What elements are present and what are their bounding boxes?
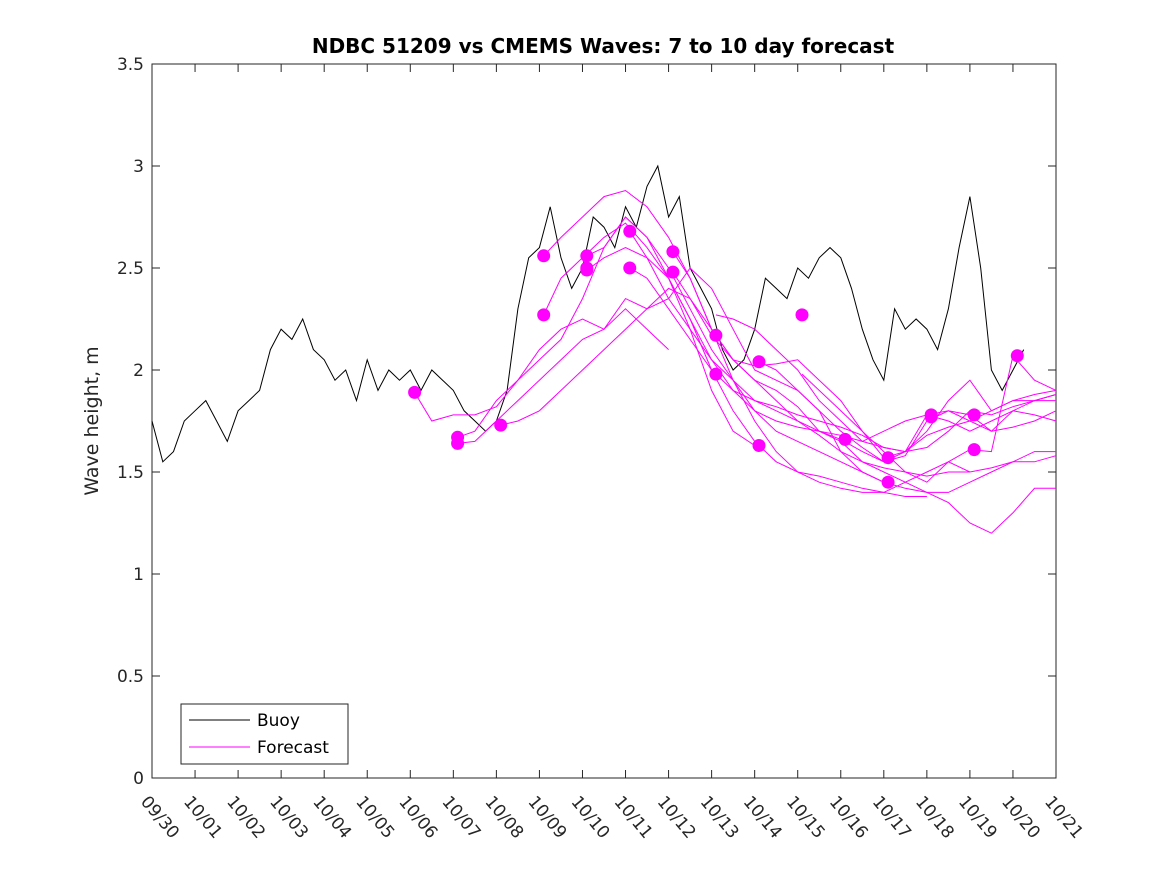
forecast-line-14 (758, 361, 1057, 463)
legend-box (180, 703, 349, 765)
forecast-marker (537, 308, 551, 322)
forecast-marker (666, 265, 680, 279)
y-tick-label: 0 (133, 769, 144, 789)
x-tick-label: 10/08 (481, 792, 528, 842)
forecast-markers (408, 224, 1024, 489)
x-tick-label: 10/02 (222, 792, 269, 842)
forecast-marker (408, 385, 422, 399)
forecast-marker (666, 245, 680, 259)
forecast-marker (967, 443, 981, 457)
y-axis-label: Wave height, m (81, 346, 103, 495)
x-tick-label: 09/30 (136, 792, 183, 842)
x-tick-label: 10/13 (696, 792, 743, 842)
chart-title: NDBC 51209 vs CMEMS Waves: 7 to 10 day f… (312, 34, 895, 58)
y-tick-label: 0.5 (117, 667, 144, 687)
forecast-marker (709, 367, 723, 381)
x-tick-label: 10/11 (610, 792, 657, 842)
forecast-line-6 (543, 222, 927, 497)
x-tick-label: 10/10 (567, 792, 614, 842)
y-tick-label: 1.5 (117, 463, 144, 483)
x-tick-label: 10/07 (438, 792, 485, 842)
y-tick-label: 2.5 (117, 259, 144, 279)
x-tick-label: 10/04 (308, 792, 355, 842)
series-layer (151, 164, 1057, 534)
x-tick-label: 10/19 (954, 792, 1001, 842)
forecast-marker (881, 475, 895, 489)
forecast-marker (709, 328, 723, 342)
forecast-marker (967, 408, 981, 422)
y-tick-label: 1 (133, 565, 144, 585)
forecast-line-10 (629, 267, 1057, 453)
x-tick-label: 10/17 (868, 792, 915, 842)
x-tick-label: 10/15 (782, 792, 829, 842)
legend: Buoy Forecast (180, 703, 349, 765)
forecast-marker (838, 432, 852, 446)
x-tick-labels: 09/3010/0110/0210/0310/0410/0510/0610/07… (136, 792, 1087, 842)
x-tick-label: 10/14 (739, 792, 786, 842)
forecast-marker (623, 261, 637, 275)
y-tick-label: 2 (133, 361, 144, 381)
forecast-marker (537, 249, 551, 263)
y-tick-labels: 0 0.5 1 1.5 2 2.5 3 3.5 (117, 55, 144, 789)
x-tick-label: 10/12 (653, 792, 700, 842)
plot-area (151, 63, 1057, 779)
x-tick-label: 10/06 (394, 792, 441, 842)
forecast-marker (924, 410, 938, 424)
forecast-marker (580, 261, 594, 275)
legend-label-forecast: Forecast (257, 738, 329, 758)
forecast-marker (1010, 349, 1024, 363)
y-tick-label: 3 (133, 157, 144, 177)
x-tick-label: 10/03 (265, 792, 312, 842)
x-tick-label: 10/05 (351, 792, 398, 842)
x-tick-label: 10/16 (825, 792, 872, 842)
forecast-marker (494, 418, 508, 432)
x-tick-label: 10/01 (179, 792, 226, 842)
axis-ticks (151, 63, 1057, 779)
x-tick-label: 10/21 (1040, 792, 1087, 842)
x-tick-label: 10/18 (911, 792, 958, 842)
forecast-line-1 (414, 308, 669, 422)
forecast-marker (752, 439, 766, 452)
buoy-line (151, 164, 1025, 463)
x-tick-label: 10/09 (524, 792, 571, 842)
forecast-line-8 (586, 247, 1056, 493)
x-tick-label: 10/20 (997, 792, 1044, 842)
forecast-marker (752, 355, 766, 369)
forecast-marker (580, 249, 594, 263)
forecast-line-4 (500, 287, 1056, 534)
forecast-marker (451, 436, 465, 450)
legend-label-buoy: Buoy (257, 711, 300, 731)
y-tick-label: 3.5 (117, 55, 144, 75)
forecast-marker (881, 451, 895, 465)
forecast-marker (623, 224, 637, 238)
forecast-marker (795, 308, 809, 322)
